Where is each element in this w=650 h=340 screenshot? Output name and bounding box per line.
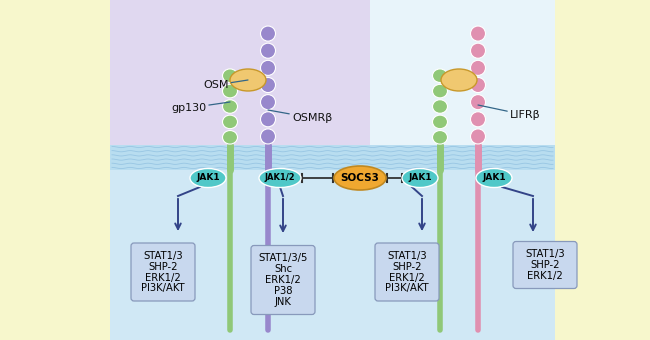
Ellipse shape (222, 84, 237, 98)
Ellipse shape (471, 95, 486, 110)
Text: JAK1: JAK1 (482, 173, 506, 183)
Text: OSM: OSM (203, 80, 248, 90)
Text: JAK1: JAK1 (408, 173, 432, 183)
Text: SOCS3: SOCS3 (341, 173, 380, 183)
Text: STAT1/3: STAT1/3 (387, 251, 427, 260)
Text: JAK1: JAK1 (196, 173, 220, 183)
Ellipse shape (222, 131, 237, 144)
Ellipse shape (222, 69, 237, 83)
Ellipse shape (222, 100, 237, 113)
Text: ERK1/2: ERK1/2 (389, 272, 425, 283)
Ellipse shape (261, 112, 276, 127)
FancyBboxPatch shape (110, 145, 555, 340)
Ellipse shape (441, 69, 477, 91)
Ellipse shape (261, 95, 276, 110)
Ellipse shape (261, 129, 276, 144)
Ellipse shape (230, 69, 266, 91)
Text: STAT1/3: STAT1/3 (143, 251, 183, 260)
Ellipse shape (471, 43, 486, 58)
Ellipse shape (471, 129, 486, 144)
Text: Shc: Shc (274, 264, 292, 274)
Ellipse shape (261, 60, 276, 75)
Text: ERK1/2: ERK1/2 (145, 272, 181, 283)
Text: ERK1/2: ERK1/2 (527, 271, 563, 281)
Ellipse shape (261, 43, 276, 58)
Text: JNK: JNK (274, 297, 291, 307)
Ellipse shape (334, 166, 386, 190)
Text: STAT1/3: STAT1/3 (525, 249, 565, 259)
FancyBboxPatch shape (513, 241, 577, 289)
Ellipse shape (261, 26, 276, 41)
Ellipse shape (432, 69, 447, 83)
FancyBboxPatch shape (251, 245, 315, 314)
Text: SHP-2: SHP-2 (148, 261, 177, 272)
Ellipse shape (261, 78, 276, 92)
Ellipse shape (432, 131, 447, 144)
Ellipse shape (471, 112, 486, 127)
Text: SHP-2: SHP-2 (392, 261, 422, 272)
Text: gp130: gp130 (171, 102, 230, 113)
Text: JAK1/2: JAK1/2 (265, 173, 295, 183)
FancyBboxPatch shape (110, 0, 370, 145)
Text: PI3K/AKT: PI3K/AKT (385, 284, 429, 293)
Text: PI3K/AKT: PI3K/AKT (141, 284, 185, 293)
FancyBboxPatch shape (131, 243, 195, 301)
Ellipse shape (471, 26, 486, 41)
Text: LIFRβ: LIFRβ (478, 105, 541, 120)
Ellipse shape (190, 169, 226, 187)
Text: SHP-2: SHP-2 (530, 260, 560, 270)
Ellipse shape (259, 169, 301, 187)
Ellipse shape (432, 84, 447, 98)
Ellipse shape (222, 115, 237, 129)
Ellipse shape (471, 60, 486, 75)
Text: OSMRβ: OSMRβ (268, 110, 332, 123)
Text: ERK1/2: ERK1/2 (265, 275, 301, 285)
Ellipse shape (432, 100, 447, 113)
Ellipse shape (402, 169, 438, 187)
FancyBboxPatch shape (370, 0, 555, 145)
FancyBboxPatch shape (375, 243, 439, 301)
Ellipse shape (432, 115, 447, 129)
FancyBboxPatch shape (110, 145, 555, 170)
Text: P38: P38 (274, 286, 292, 296)
Text: STAT1/3/5: STAT1/3/5 (258, 253, 307, 263)
Ellipse shape (476, 169, 512, 187)
Ellipse shape (471, 78, 486, 92)
